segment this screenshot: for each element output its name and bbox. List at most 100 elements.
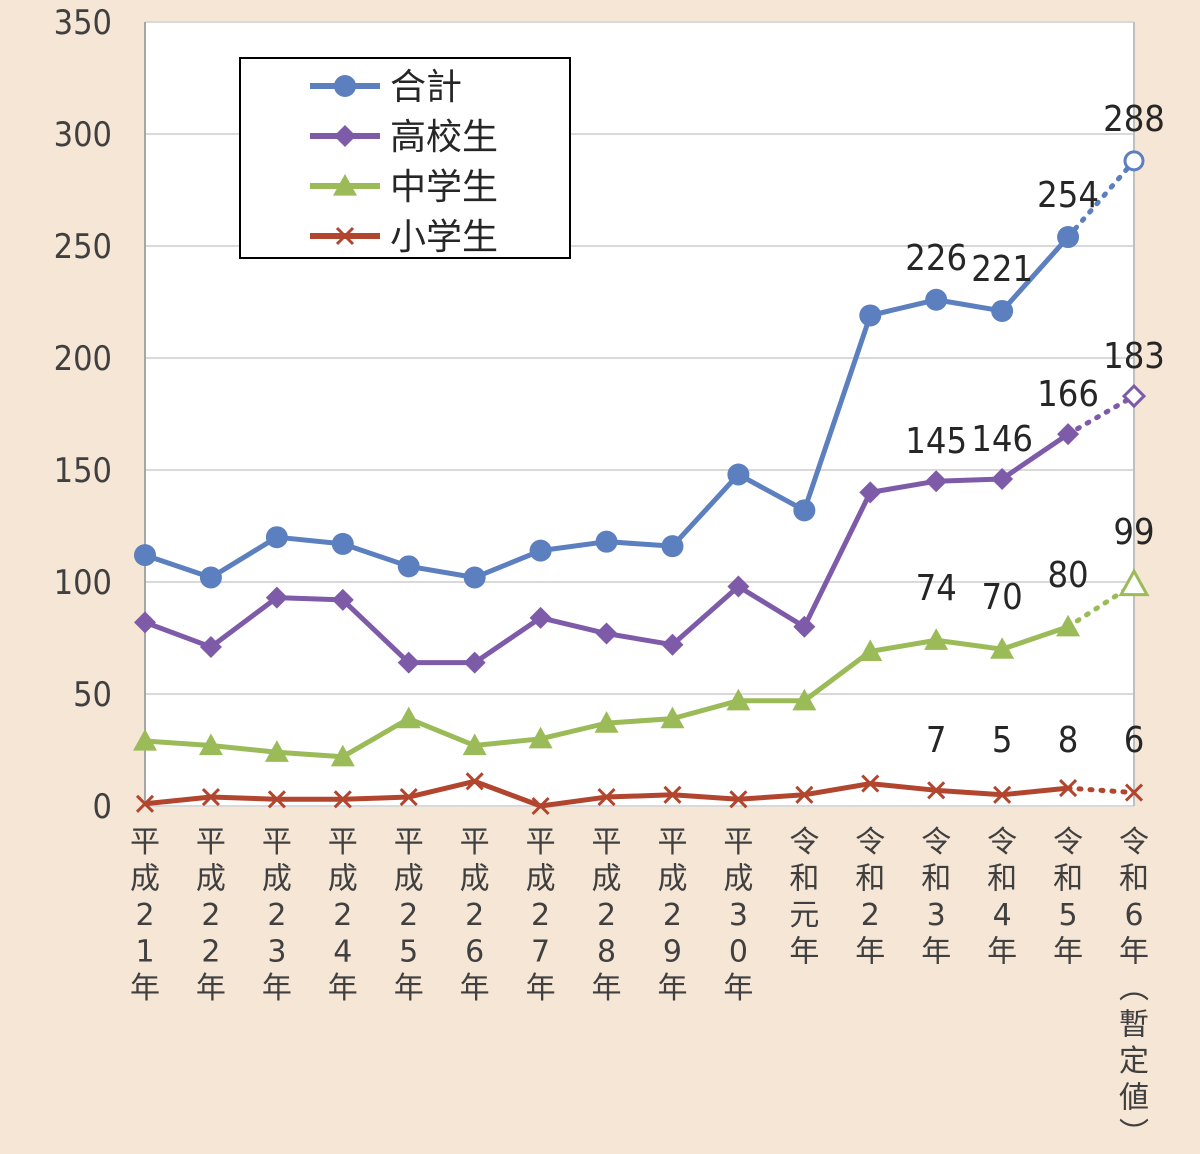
marker-x (795, 785, 814, 804)
marker-circle (991, 299, 1014, 322)
x-tick-char: 年 (196, 971, 226, 1006)
marker-triangle (858, 639, 883, 662)
x-tick-char: 定 (1119, 1044, 1149, 1079)
x-tick-char: 年 (460, 971, 490, 1006)
y-tick-label: 150 (54, 451, 112, 491)
marker-circle (793, 499, 816, 522)
marker-circle (529, 539, 552, 562)
marker-x (663, 785, 682, 804)
marker-x (267, 790, 286, 809)
series-1 (134, 383, 1147, 674)
legend-item: 小学生 (310, 217, 498, 258)
x-tick-char: ︶ (1119, 1117, 1149, 1152)
x-tick-char: 和 (1119, 862, 1149, 897)
legend-label: 合計 (390, 67, 462, 108)
marker-x (333, 790, 352, 809)
marker-circle (859, 304, 882, 327)
x-tick-char: 平 (196, 825, 226, 860)
x-tick-label: 平成 2 4 年 (328, 825, 358, 1006)
marker-circle (727, 463, 750, 486)
x-tick-char: 6 (465, 935, 484, 970)
x-tick-char: 6 (1124, 898, 1143, 933)
legend-label: 小学生 (390, 217, 498, 258)
x-tick-char: 値 (1119, 1081, 1149, 1116)
x-tick-char: 成 (657, 862, 687, 897)
marker-circle (1057, 226, 1080, 249)
x-tick-label: 平成 2 6 年 (460, 825, 490, 1006)
x-tick-char: 令 (987, 825, 1017, 860)
marker-triangle (660, 706, 685, 729)
marker-triangle (462, 733, 487, 756)
marker-triangle (726, 688, 751, 711)
legend-item: 合計 (310, 67, 462, 108)
marker-diamond (595, 622, 618, 645)
x-tick-char: 年 (855, 935, 885, 970)
x-tick-char: 8 (597, 935, 616, 970)
x-tick-char: 年 (657, 971, 687, 1006)
x-tick-char: 成 (196, 862, 226, 897)
x-tick-char: 和 (855, 862, 885, 897)
marker-triangle (133, 729, 157, 751)
x-tick-char: 1 (135, 935, 154, 970)
series-2 (133, 568, 1150, 767)
data-label: 99 (1113, 512, 1154, 553)
marker-x (729, 790, 748, 809)
x-tick-char: 成 (328, 862, 358, 897)
data-label: 166 (1037, 374, 1099, 415)
x-tick-char: 年 (789, 935, 819, 970)
x-tick-char: 年 (328, 971, 358, 1006)
x-tick-char: 年 (130, 971, 160, 1006)
x-tick-char: 年 (921, 935, 951, 970)
marker-triangle (528, 726, 553, 749)
marker-circle (334, 75, 356, 97)
x-tick-label: 令和 5 年 (1053, 825, 1083, 970)
x-tick-label: 平成 2 9 年 (657, 825, 687, 1006)
x-tick-char: 平 (460, 825, 490, 860)
marker-diamond (727, 575, 750, 598)
x-tick-char: 2 (531, 898, 550, 933)
x-tick-label: 平成 2 7 年 (526, 825, 556, 1006)
marker-triangle (330, 744, 355, 767)
marker-diamond (1057, 423, 1080, 446)
x-tick-char: 成 (394, 862, 424, 897)
x-tick-label: 平成 2 1 年 (130, 825, 160, 1006)
x-tick-char: 2 (201, 935, 220, 970)
x-tick-char: 年 (394, 971, 424, 1006)
data-label: 7 (926, 720, 947, 761)
marker-circle (397, 555, 420, 578)
marker-triangle (198, 733, 223, 756)
legend-box (239, 57, 571, 259)
x-tick-char: 4 (993, 898, 1012, 933)
x-tick-char: 2 (399, 898, 418, 933)
marker-triangle (1056, 614, 1081, 637)
marker-triangle (1118, 568, 1150, 597)
x-tick-char: 2 (465, 898, 484, 933)
x-tick-char: 年 (987, 935, 1017, 970)
data-label: 254 (1037, 175, 1099, 216)
marker-triangle (333, 174, 357, 196)
data-label: 5 (992, 720, 1013, 761)
x-tick-char: 年 (526, 971, 556, 1006)
marker-x (335, 226, 355, 246)
y-tick-label: 50 (73, 675, 112, 715)
x-tick-label: 令和 3 年 (921, 825, 951, 970)
series-provisional-line (1065, 785, 1137, 796)
marker-circle (595, 530, 618, 553)
x-tick-char: 成 (723, 862, 753, 897)
marker-diamond (1121, 383, 1147, 409)
x-tick-label: 平成 2 8 年 (592, 825, 622, 1006)
marker-diamond (793, 615, 816, 638)
x-tick-char: 3 (267, 935, 286, 970)
marker-circle (1123, 150, 1145, 172)
x-tick-char: 7 (531, 935, 550, 970)
x-tick-char: 平 (723, 825, 753, 860)
x-tick-char: 2 (267, 898, 286, 933)
x-tick-char: 成 (460, 862, 490, 897)
x-axis-labels: 平成 2 1 年平成 2 2 年平成 2 3 年平成 2 4 年平成 2 5 年平成 2 6 年平成 2 7 年平成 2 8 年… (130, 825, 1149, 1152)
x-tick-char: 9 (663, 935, 682, 970)
marker-circle (331, 532, 354, 555)
marker-diamond (334, 125, 356, 147)
legend-label: 中学生 (390, 167, 498, 208)
marker-x (531, 796, 550, 816)
